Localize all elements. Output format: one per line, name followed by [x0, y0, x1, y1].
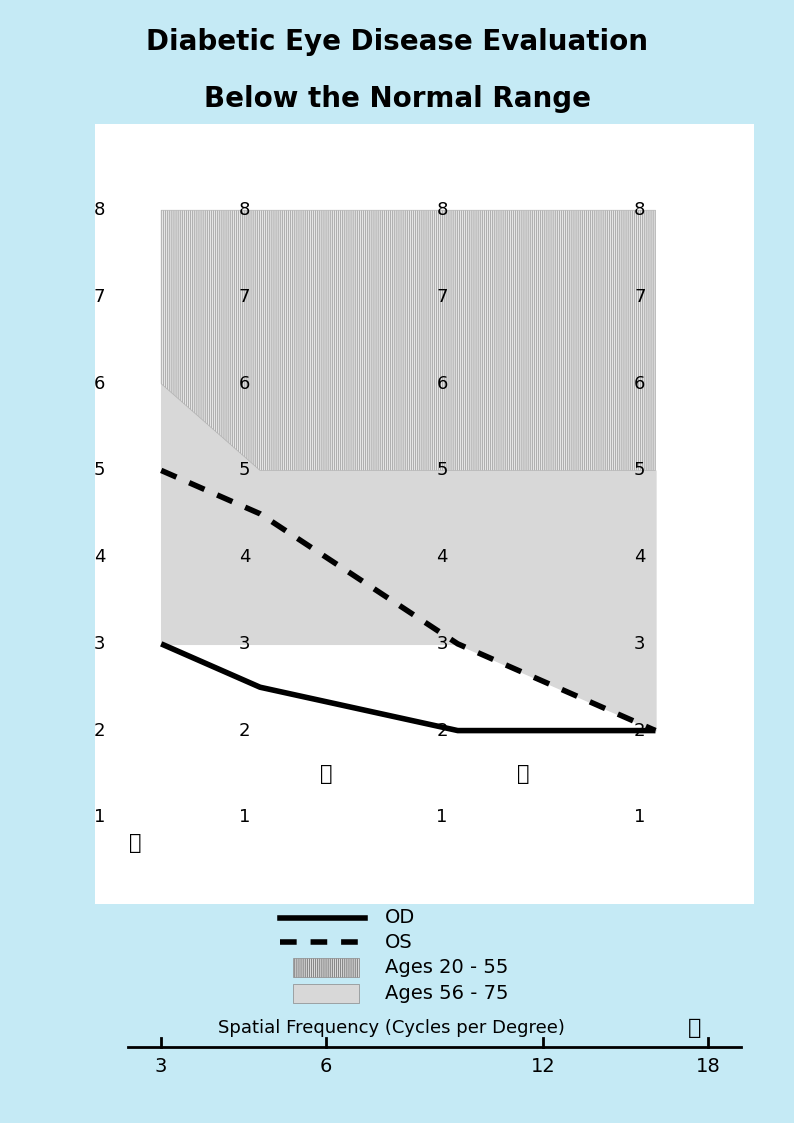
Bar [293, 984, 359, 1003]
Text: OD: OD [385, 909, 415, 928]
Text: OS: OS [385, 933, 413, 952]
Text: 3: 3 [155, 1057, 168, 1076]
Text: Spatial Frequency (Cycles per Degree): Spatial Frequency (Cycles per Degree) [218, 1019, 565, 1037]
Text: Ⓐ: Ⓐ [129, 833, 141, 853]
Text: 3: 3 [239, 634, 250, 652]
Text: 6: 6 [239, 375, 250, 393]
Text: 5: 5 [634, 462, 646, 480]
Text: 6: 6 [634, 375, 646, 393]
Text: Ⓑ: Ⓑ [320, 764, 332, 784]
Text: 3: 3 [437, 634, 448, 652]
Text: 4: 4 [239, 548, 250, 566]
Text: 7: 7 [239, 287, 250, 305]
Text: 1: 1 [94, 809, 105, 827]
Text: 3: 3 [634, 634, 646, 652]
Text: 2: 2 [634, 722, 646, 740]
Text: 6: 6 [320, 1057, 332, 1076]
Text: 4: 4 [437, 548, 448, 566]
Text: 12: 12 [531, 1057, 556, 1076]
Text: 7: 7 [94, 287, 105, 305]
Text: 2: 2 [94, 722, 105, 740]
Text: Diabetic Eye Disease Evaluation: Diabetic Eye Disease Evaluation [146, 28, 648, 55]
Text: 5: 5 [94, 462, 105, 480]
Text: 8: 8 [239, 201, 250, 219]
Text: Ⓓ: Ⓓ [688, 1017, 702, 1038]
Text: 7: 7 [634, 287, 646, 305]
Text: 3: 3 [94, 634, 105, 652]
Text: 8: 8 [437, 201, 448, 219]
Text: 1: 1 [239, 809, 250, 827]
Text: 8: 8 [94, 201, 105, 219]
Text: 5: 5 [437, 462, 448, 480]
Text: Ages 56 - 75: Ages 56 - 75 [385, 984, 509, 1003]
Text: 7: 7 [437, 287, 448, 305]
Text: 4: 4 [94, 548, 105, 566]
Text: 18: 18 [696, 1057, 720, 1076]
Text: 8: 8 [634, 201, 646, 219]
Text: 5: 5 [239, 462, 250, 480]
Text: 6: 6 [94, 375, 105, 393]
Text: 1: 1 [634, 809, 646, 827]
Text: 1: 1 [437, 809, 448, 827]
Text: 4: 4 [634, 548, 646, 566]
Text: Below the Normal Range: Below the Normal Range [203, 85, 591, 112]
Text: 2: 2 [239, 722, 250, 740]
Text: 6: 6 [437, 375, 448, 393]
Text: Ⓒ: Ⓒ [518, 764, 530, 784]
Text: 2: 2 [437, 722, 448, 740]
Text: Ages 20 - 55: Ages 20 - 55 [385, 958, 509, 977]
Bar [293, 958, 359, 977]
